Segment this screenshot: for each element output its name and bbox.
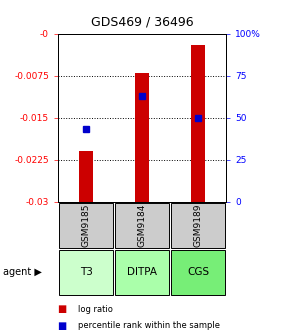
Text: T3: T3	[79, 267, 93, 277]
Bar	[191, 45, 205, 202]
Text: percentile rank within the sample: percentile rank within the sample	[78, 322, 220, 330]
Text: DITPA: DITPA	[127, 267, 157, 277]
Bar	[135, 73, 149, 202]
Text: log ratio: log ratio	[78, 305, 113, 313]
Text: ■: ■	[58, 321, 70, 331]
Text: GDS469 / 36496: GDS469 / 36496	[91, 15, 193, 28]
Bar	[115, 250, 169, 295]
Text: agent ▶: agent ▶	[3, 267, 42, 277]
Bar	[171, 250, 225, 295]
Text: GSM9189: GSM9189	[194, 203, 203, 247]
Text: CGS: CGS	[187, 267, 209, 277]
Bar	[59, 250, 113, 295]
Bar	[171, 203, 225, 248]
Text: GSM9185: GSM9185	[81, 203, 90, 247]
Bar	[79, 151, 93, 202]
Text: GSM9184: GSM9184	[137, 203, 147, 247]
Text: ■: ■	[58, 304, 70, 314]
Bar	[59, 203, 113, 248]
Bar	[115, 203, 169, 248]
